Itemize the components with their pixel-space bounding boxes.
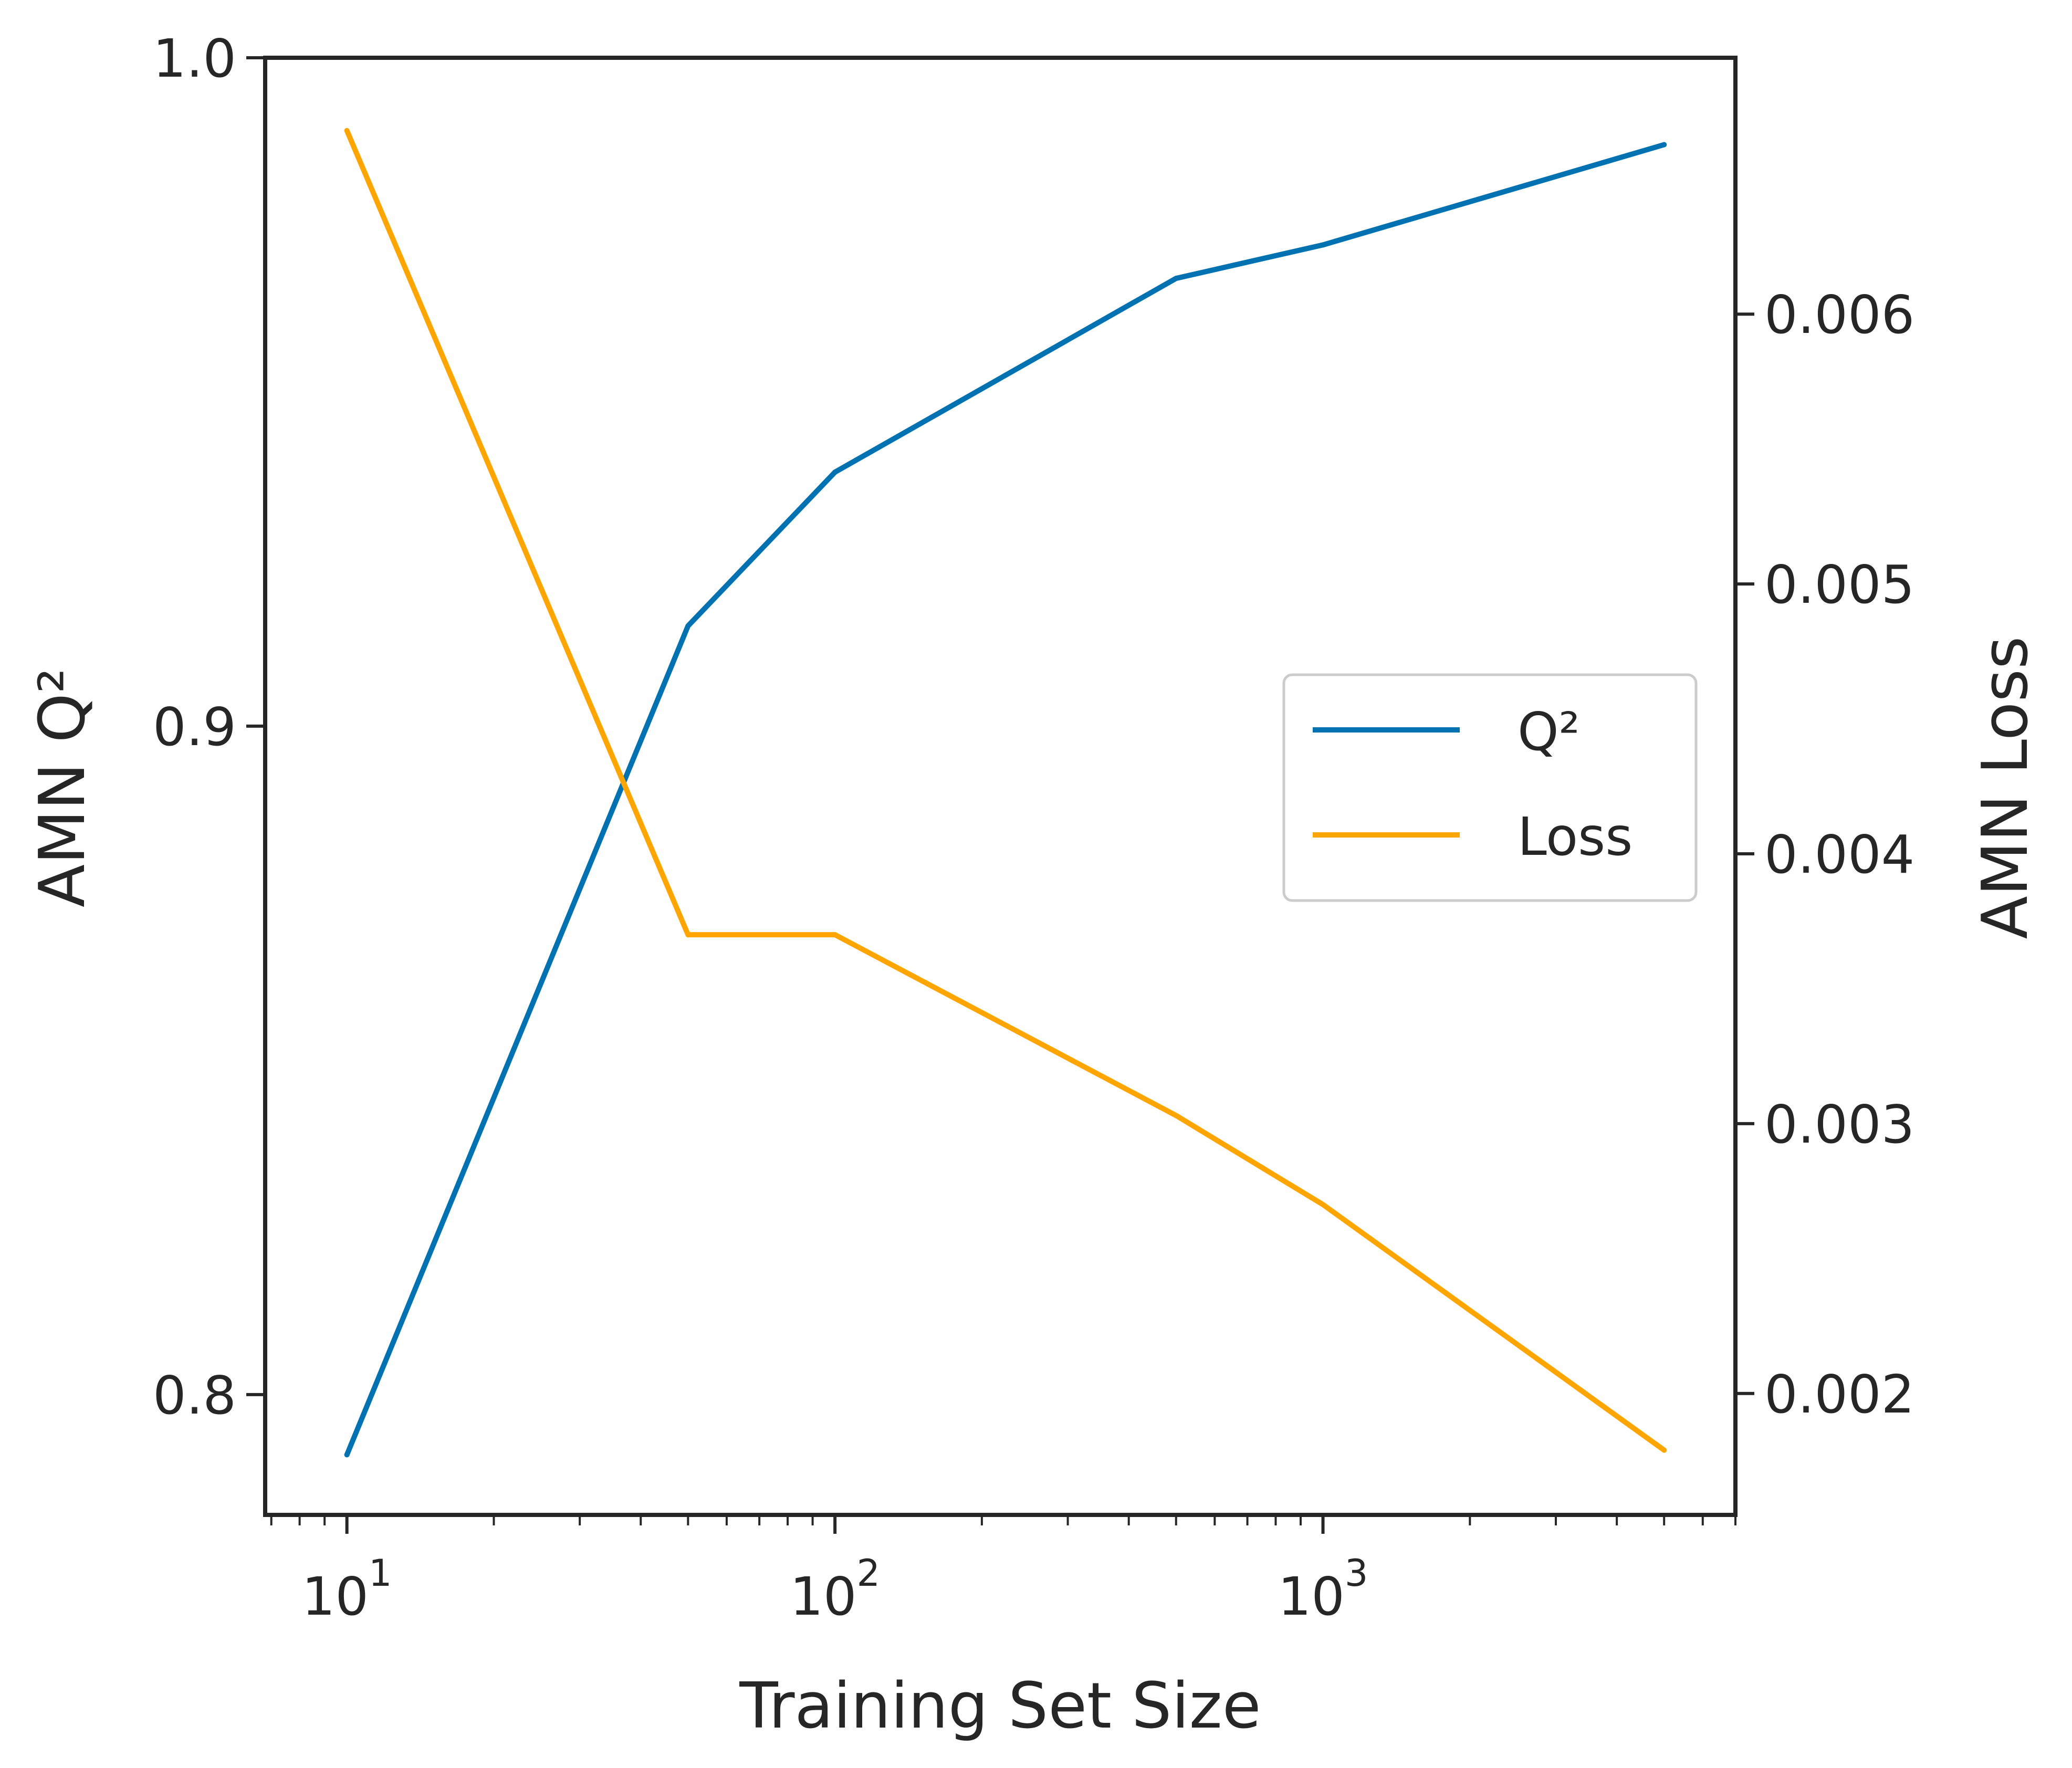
x-axis-ticks: 101 102 103 — [270, 1515, 1736, 1627]
legend: Q² Loss — [1282, 673, 1698, 902]
legend-label-loss: Loss — [1518, 806, 1633, 867]
data-point-loss — [685, 932, 691, 938]
legend-label-q2: Q² — [1518, 701, 1580, 762]
series-line-q2 — [344, 142, 1667, 1458]
data-point-q2 — [685, 623, 691, 629]
data-point-loss — [1173, 1113, 1179, 1118]
x-tick-label: 103 — [1278, 1552, 1368, 1627]
data-point-q2 — [832, 469, 838, 475]
right-y-tick-label: 0.005 — [1764, 554, 1914, 615]
x-tick-label-exponent: 1 — [369, 1552, 392, 1595]
left-y-axis-ticks: 0.8 0.9 1.0 — [153, 28, 265, 1426]
right-y-tick-label: 0.002 — [1764, 1364, 1914, 1425]
x-tick-label-base: 10 — [790, 1566, 856, 1627]
data-point-loss — [1661, 1447, 1667, 1453]
right-y-axis-title: AMN Loss — [1969, 636, 2042, 939]
right-y-axis-ticks: 0.002 0.003 0.004 0.005 0.006 — [1735, 284, 1914, 1425]
x-tick-label: 102 — [790, 1552, 880, 1627]
x-tick-label-base: 10 — [1278, 1566, 1345, 1627]
data-point-q2 — [344, 1452, 350, 1458]
x-tick-label-exponent: 3 — [1345, 1552, 1368, 1595]
series-lines — [344, 128, 1667, 1458]
data-point-q2 — [1320, 242, 1326, 248]
x-tick-label: 101 — [302, 1552, 392, 1627]
series-line-loss — [344, 128, 1667, 1453]
plot-frame — [263, 56, 1738, 1517]
data-point-q2 — [1661, 142, 1667, 148]
left-y-tick-label: 0.9 — [153, 696, 236, 758]
left-y-tick-label: 1.0 — [153, 28, 236, 89]
left-y-axis-title: AMN Q² — [26, 668, 99, 907]
data-point-loss — [1320, 1202, 1326, 1208]
x-tick-label-base: 10 — [302, 1566, 369, 1627]
data-point-q2 — [1173, 276, 1179, 281]
x-tick-label-exponent: 2 — [856, 1552, 880, 1595]
left-y-tick-label: 0.8 — [153, 1365, 236, 1426]
data-point-loss — [344, 128, 350, 133]
legend-box — [1282, 673, 1698, 902]
right-y-tick-label: 0.003 — [1764, 1094, 1914, 1155]
right-y-tick-label: 0.006 — [1764, 284, 1914, 346]
x-axis-title: Training Set Size — [739, 1670, 1261, 1743]
right-y-tick-label: 0.004 — [1764, 824, 1914, 885]
data-point-loss — [832, 932, 838, 938]
